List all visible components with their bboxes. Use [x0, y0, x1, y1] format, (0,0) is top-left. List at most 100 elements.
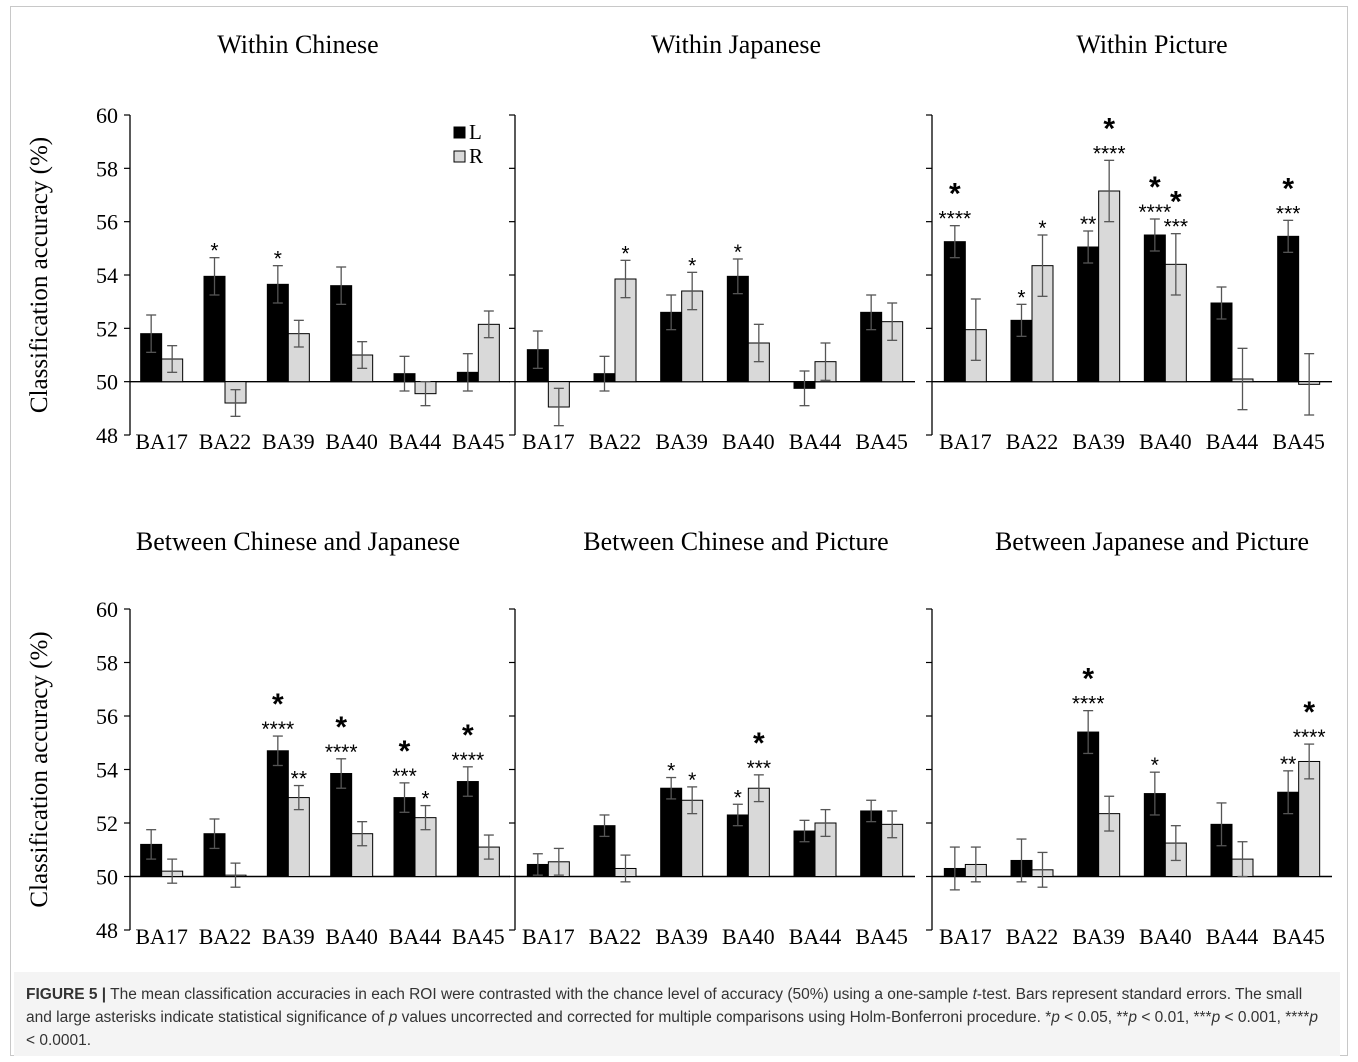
significance-small: *: [734, 241, 742, 264]
y-tick-label: 52: [96, 316, 118, 341]
bar-L-BA39: [1077, 246, 1100, 383]
significance-large: *: [462, 719, 474, 752]
significance-small: *: [1038, 217, 1046, 240]
y-axis-title: Classification accuracy (%): [26, 137, 53, 413]
x-tick-label: BA39: [1072, 429, 1125, 454]
x-tick-label: BA22: [199, 924, 252, 949]
bar-L-BA39: [660, 787, 683, 877]
caption-text-1: The mean classification accuracies in ea…: [106, 986, 973, 1003]
caption-label: FIGURE 5 |: [26, 986, 107, 1003]
y-tick-label: 56: [96, 704, 118, 729]
significance-small: *: [1017, 286, 1025, 309]
significance-small: *: [667, 760, 675, 783]
y-tick-label: 56: [96, 210, 118, 235]
x-tick-label: BA22: [1006, 924, 1059, 949]
significance-small: ***: [747, 757, 772, 780]
panel-title: Between Chinese and Japanese: [136, 527, 460, 556]
significance-large: *: [1282, 172, 1294, 205]
x-tick-label: BA45: [1272, 924, 1325, 949]
significance-small: ****: [451, 749, 484, 772]
significance-small: ***: [392, 765, 417, 788]
y-tick-label: 58: [96, 651, 118, 676]
x-tick-label: BA45: [855, 429, 908, 454]
x-tick-label: BA44: [789, 429, 842, 454]
x-tick-label: BA17: [939, 924, 992, 949]
caption-p4: p: [1309, 1009, 1319, 1026]
x-tick-label: BA40: [325, 429, 378, 454]
panel-title: Within Picture: [1076, 30, 1227, 59]
significance-small: ****: [1138, 201, 1171, 224]
significance-small: *: [210, 240, 218, 263]
x-tick-label: BA45: [855, 924, 908, 949]
caption-p1: p: [1051, 1009, 1060, 1026]
x-tick-label: BA45: [452, 429, 505, 454]
significance-small: *: [734, 786, 742, 809]
x-tick-label: BA17: [135, 429, 188, 454]
x-tick-label: BA39: [262, 429, 315, 454]
x-tick-label: BA22: [589, 924, 642, 949]
significance-large: *: [1170, 186, 1182, 219]
significance-small: **: [1080, 213, 1096, 236]
x-tick-label: BA22: [589, 429, 642, 454]
y-tick-label: 54: [96, 758, 118, 783]
legend-label-L: L: [469, 120, 482, 144]
figure-caption: FIGURE 5 | The mean classification accur…: [14, 972, 1340, 1056]
significance-large: *: [1149, 171, 1161, 204]
caption-text-6: < 0.001, ****: [1220, 1009, 1310, 1026]
x-tick-label: BA39: [1072, 924, 1125, 949]
significance-small: *: [688, 769, 696, 792]
significance-large: *: [949, 178, 961, 211]
significance-small: ***: [1276, 202, 1301, 225]
significance-small: **: [1280, 753, 1296, 776]
bar-L-BA40: [330, 773, 353, 878]
significance-large: *: [753, 727, 765, 760]
significance-small: *: [621, 242, 629, 265]
y-tick-label: 52: [96, 811, 118, 836]
significance-small: ****: [1072, 693, 1105, 716]
y-tick-label: 60: [96, 103, 118, 128]
caption-text-7: < 0.0001.: [26, 1032, 92, 1049]
panel-title: Within Japanese: [651, 30, 821, 59]
x-tick-label: BA40: [1139, 429, 1192, 454]
significance-small: *: [1151, 754, 1159, 777]
caption-p3: p: [1211, 1009, 1221, 1026]
legend-swatch-R: [453, 150, 466, 163]
caption-text-2: -test. Bars represent standard errors. T…: [26, 986, 1303, 1026]
significance-large: *: [1082, 663, 1094, 696]
significance-large: *: [1103, 112, 1115, 145]
x-tick-label: BA44: [389, 924, 442, 949]
significance-small: ****: [1093, 142, 1126, 165]
panel-title: Between Chinese and Picture: [583, 527, 888, 556]
x-tick-label: BA39: [262, 924, 315, 949]
caption-p2: p: [1128, 1009, 1138, 1026]
significance-small: **: [291, 768, 307, 791]
bar-L-BA39: [266, 750, 289, 878]
x-tick-label: BA44: [1206, 429, 1259, 454]
x-tick-label: BA45: [1272, 429, 1325, 454]
significance-small: ****: [1293, 726, 1326, 749]
legend-label-R: R: [469, 144, 483, 168]
x-tick-label: BA44: [389, 429, 442, 454]
y-tick-label: 54: [96, 263, 118, 288]
y-tick-label: 48: [96, 423, 118, 448]
x-tick-label: BA44: [1206, 924, 1259, 949]
bar-L-BA17: [943, 241, 966, 383]
significance-large: *: [399, 735, 411, 768]
x-tick-label: BA45: [452, 924, 505, 949]
legend-swatch-L: [453, 126, 466, 139]
significance-small: ****: [938, 208, 971, 231]
x-tick-label: BA22: [1006, 429, 1059, 454]
x-tick-label: BA39: [655, 429, 708, 454]
y-axis-title: Classification accuracy (%): [26, 631, 53, 907]
caption-text-3: values uncorrected and corrected for mul…: [397, 1009, 1052, 1026]
x-tick-label: BA44: [789, 924, 842, 949]
significance-large: *: [1303, 696, 1315, 729]
significance-large: *: [272, 688, 284, 721]
significance-small: ****: [325, 741, 358, 764]
x-tick-label: BA40: [722, 429, 775, 454]
panel-title: Within Chinese: [217, 30, 378, 59]
significance-small: *: [421, 788, 429, 811]
x-tick-label: BA22: [199, 429, 252, 454]
caption-t: t: [972, 986, 977, 1003]
